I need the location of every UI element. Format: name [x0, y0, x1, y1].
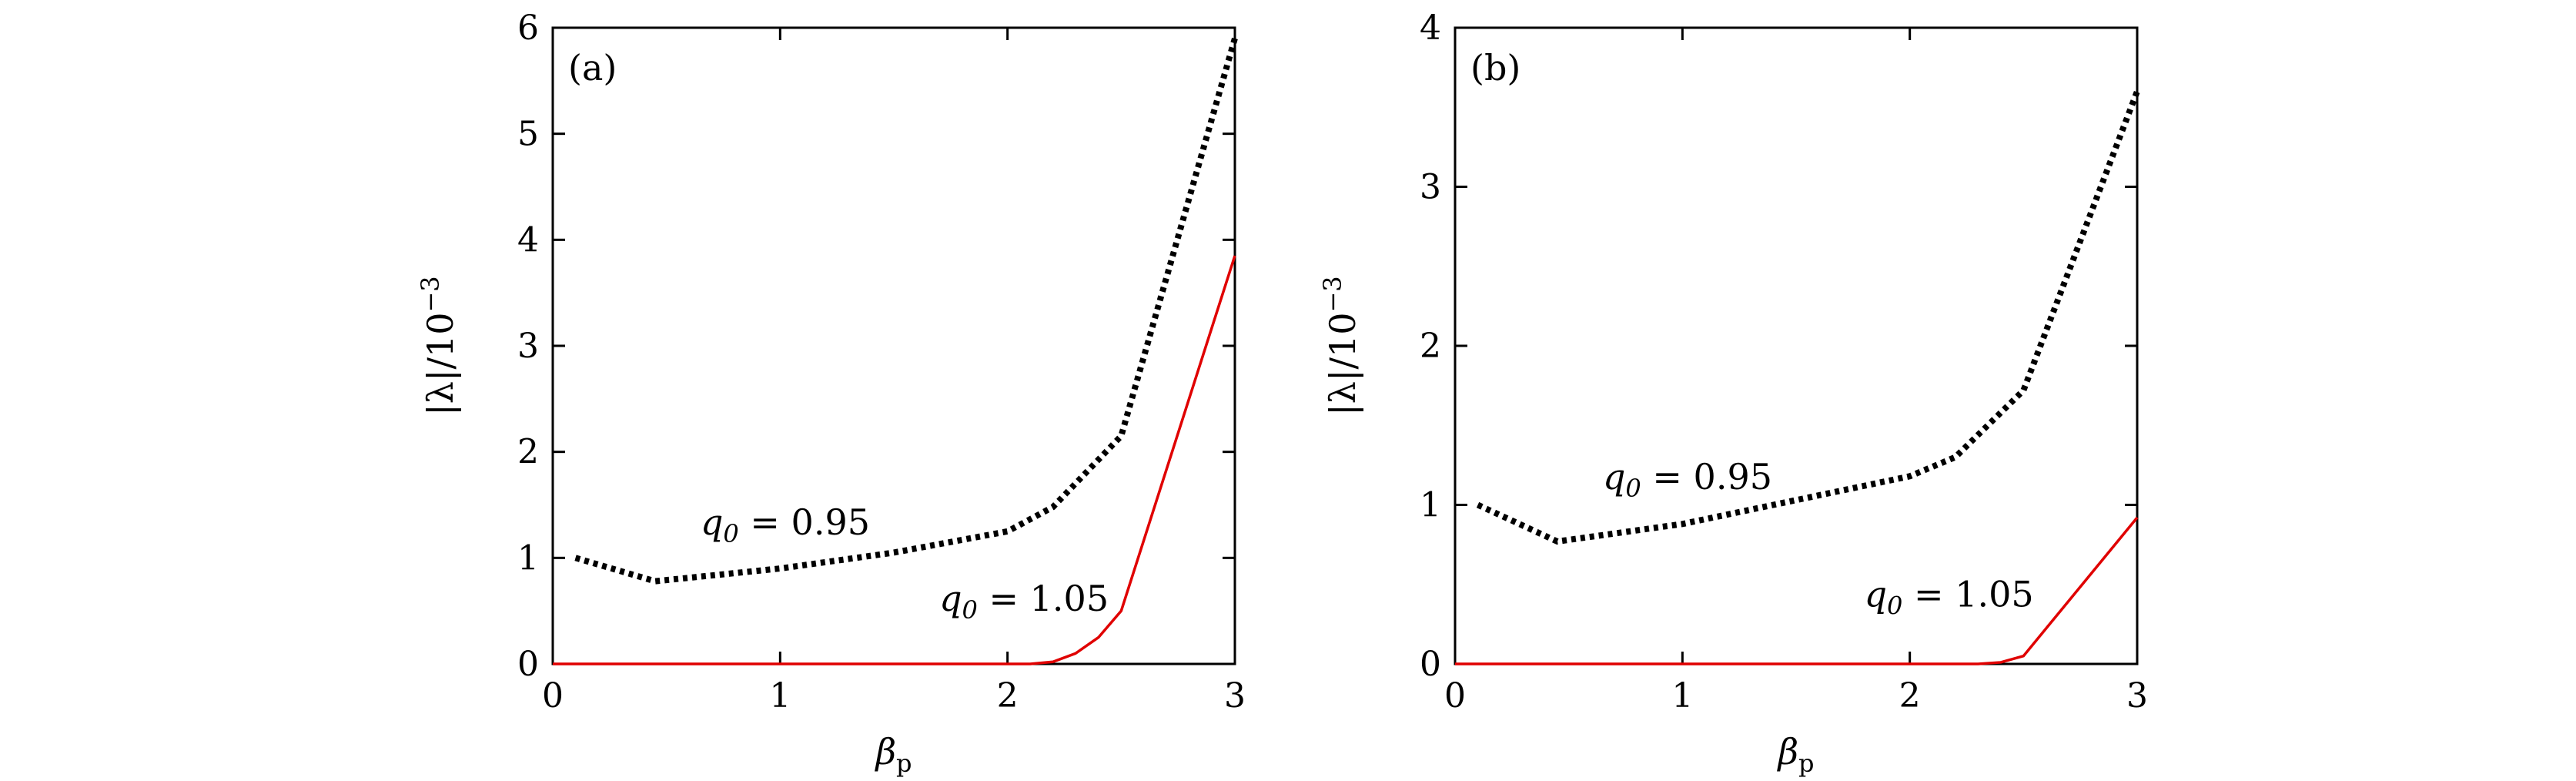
series-line-q105: [1455, 516, 2139, 665]
y-tick-label: 6: [517, 8, 539, 48]
plot-frame: [1454, 26, 2139, 665]
y-tick-label: 4: [517, 220, 539, 260]
series-annotation: q0 = 1.05: [1865, 574, 2034, 621]
y-tick-label: 4: [1420, 8, 1441, 48]
series-annotation: q0 = 0.95: [701, 501, 870, 548]
y-tick-label: 3: [517, 327, 539, 366]
x-axis-label: βp: [1776, 731, 1814, 778]
y-axis-label: |λ|/10−3: [1318, 276, 1363, 415]
series-line-q105: [553, 255, 1236, 665]
series-annotation: q0 = 0.95: [1603, 456, 1772, 503]
y-tick-label: 3: [1420, 168, 1441, 207]
y-tick-label: 1: [517, 538, 539, 578]
y-tick-label: 0: [1420, 645, 1441, 684]
panel-label: (a): [568, 47, 617, 89]
x-tick-label: 3: [2126, 676, 2148, 716]
x-tick-label: 2: [1899, 676, 1921, 716]
y-tick-label: 1: [1420, 486, 1441, 525]
x-tick-label: 1: [1671, 676, 1693, 716]
panel-label: (b): [1470, 47, 1521, 89]
y-tick-label: 5: [517, 115, 539, 154]
x-tick-label: 0: [1444, 676, 1466, 716]
panel-a: 0 1 2 3 0 1 2 3 4 5 6 q0 = 0.95 q0 = 1.05 (a) βp |λ|/10…: [416, 8, 1246, 778]
x-tick-label: 1: [769, 676, 791, 716]
x-axis-label: βp: [874, 731, 912, 778]
y-tick-label: 2: [1420, 327, 1441, 366]
series-line-q095: [574, 37, 1238, 585]
panel-b: 0 1 2 3 0 1 2 3 4 q0 = 0.95 q0 = 1.05 (b) βp |λ|/10−3: [1318, 8, 2148, 778]
y-tick-label: 0: [517, 645, 539, 684]
y-tick-label: 2: [517, 433, 539, 472]
y-axis-label: |λ|/10−3: [416, 276, 461, 415]
plot-frame: [551, 26, 1236, 665]
series-line-q095: [1476, 90, 2140, 545]
series-annotation: q0 = 1.05: [939, 578, 1109, 625]
x-tick-label: 0: [542, 676, 564, 716]
x-tick-label: 2: [997, 676, 1019, 716]
x-tick-label: 3: [1224, 676, 1246, 716]
